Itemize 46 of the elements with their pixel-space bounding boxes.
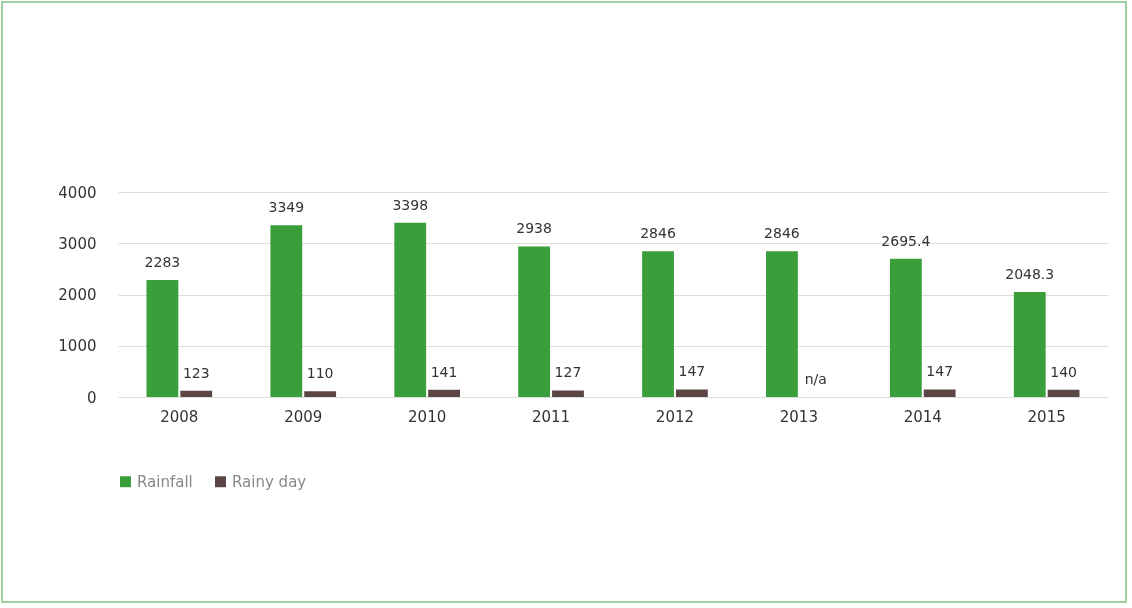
data-label: 123: [182, 364, 210, 381]
data-label: 147: [678, 363, 706, 380]
data-label: 2283: [144, 254, 181, 270]
x-tick-label: 2015: [1027, 407, 1066, 426]
x-tick-label: 2012: [655, 407, 695, 426]
data-label: 2695.4: [881, 232, 931, 249]
bar: [675, 389, 708, 397]
text: n/a: [804, 371, 827, 387]
bar: [394, 222, 427, 397]
y-tick-label: 0: [86, 388, 97, 407]
bar: [766, 251, 798, 397]
y-tick-label: 1000: [58, 337, 97, 356]
legend-label: Rainy day: [232, 472, 307, 491]
x-tick-label: 2011: [531, 407, 571, 426]
data-label: 2938: [516, 220, 552, 237]
bar: [552, 390, 584, 397]
bar: [270, 225, 303, 397]
data-label: 3398: [392, 196, 429, 213]
data-label: 2846: [640, 225, 676, 242]
y-tick-label: 4000: [58, 183, 97, 202]
data-label: 2048.3: [1005, 266, 1055, 283]
bar: [428, 389, 460, 397]
x-tick-label: 2008: [160, 407, 199, 426]
x-tick-label: 2009: [284, 407, 323, 426]
data-label: 110: [306, 365, 334, 382]
bar: [180, 390, 213, 397]
x-tick-label: 2010: [408, 407, 447, 426]
y-tick-label: 2000: [58, 286, 97, 304]
bar: [889, 258, 922, 397]
bar: [304, 391, 337, 397]
bar: [1047, 389, 1080, 397]
data-label: 2846: [764, 225, 800, 242]
data-label: 127: [554, 364, 582, 381]
bar: [642, 251, 674, 397]
bar: [923, 389, 956, 397]
data-label: 147: [926, 363, 954, 380]
data-label: 3349: [268, 199, 305, 216]
data-label: 141: [430, 363, 458, 380]
data-label: 140: [1050, 363, 1077, 380]
bar: [1013, 292, 1046, 397]
x-tick-label: 2014: [903, 407, 942, 426]
bar: [146, 280, 179, 397]
y-tick-label: 3000: [58, 234, 97, 253]
x-tick-label: 2013: [779, 407, 818, 426]
bar: [518, 246, 551, 397]
legend-label: Rainfall: [137, 472, 193, 491]
